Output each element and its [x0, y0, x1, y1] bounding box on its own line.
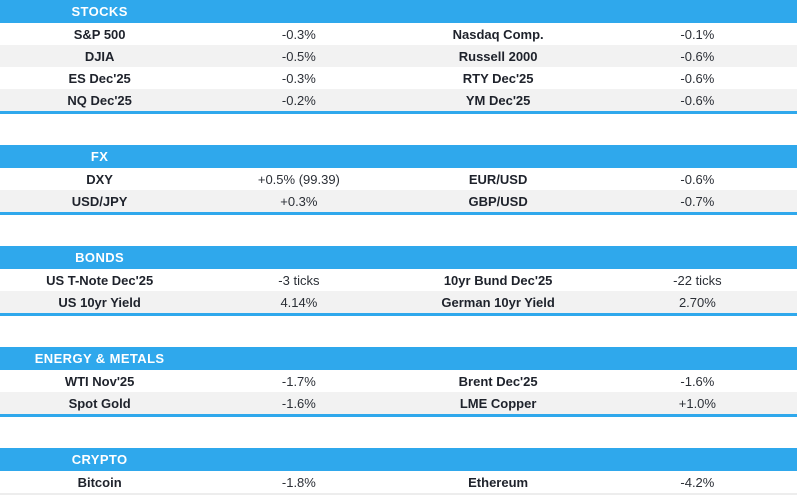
instrument-name: German 10yr Yield: [441, 294, 555, 310]
section-header-fx: FX: [0, 145, 797, 168]
market-row: Spot Gold -1.6% LME Copper +1.0%: [0, 392, 797, 414]
section-header-energy-metals: ENERGY & METALS: [0, 347, 797, 370]
instrument-change: -22 ticks: [673, 272, 722, 288]
instrument-change: -0.6%: [680, 171, 715, 187]
instrument-change: -0.6%: [680, 92, 715, 108]
market-row: S&P 500 -0.3% Nasdaq Comp. -0.1%: [0, 23, 797, 45]
section-energy-metals: ENERGY & METALS WTI Nov'25 -1.7% Brent Dec'…: [0, 347, 797, 417]
section-title: CRYPTO: [71, 452, 128, 467]
section-header-stocks: STOCKS: [0, 0, 797, 23]
section-title: ENERGY & METALS: [34, 351, 165, 366]
section-stocks: STOCKS S&P 500 -0.3% Nasdaq Comp. -0.1% DJIA -…: [0, 0, 797, 114]
instrument-change: +0.3%: [280, 193, 318, 209]
market-row: DJIA -0.5% Russell 2000 -0.6%: [0, 45, 797, 67]
instrument-name: GBP/USD: [468, 193, 528, 209]
instrument-name: Nasdaq Comp.: [452, 26, 544, 42]
instrument-change: -3 ticks: [278, 272, 320, 288]
clipped-next-row-strip: [0, 493, 797, 495]
instrument-change: -4.2%: [680, 474, 715, 490]
instrument-name: ES Dec'25: [68, 70, 131, 86]
instrument-name: DJIA: [84, 48, 115, 64]
instrument-change: -0.1%: [680, 26, 715, 42]
instrument-change: +0.5% (99.39): [257, 171, 340, 187]
section-fx: FX DXY +0.5% (99.39) EUR/USD -0.6% USD/JPY +0.…: [0, 145, 797, 215]
instrument-change: -1.6%: [281, 395, 316, 411]
instrument-change: -0.6%: [680, 70, 715, 86]
market-row: WTI Nov'25 -1.7% Brent Dec'25 -1.6%: [0, 370, 797, 392]
instrument-change: +1.0%: [678, 395, 716, 411]
section-crypto: CRYPTO Bitcoin -1.8% Ethereum -4.2%: [0, 448, 797, 493]
instrument-name: USD/JPY: [71, 193, 128, 209]
market-row: DXY +0.5% (99.39) EUR/USD -0.6%: [0, 168, 797, 190]
instrument-change: -0.3%: [281, 26, 316, 42]
market-row: USD/JPY +0.3% GBP/USD -0.7%: [0, 190, 797, 212]
instrument-change: -0.5%: [281, 48, 316, 64]
instrument-change: -0.6%: [680, 48, 715, 64]
section-title: FX: [90, 149, 109, 164]
instrument-name: US T-Note Dec'25: [46, 272, 154, 288]
instrument-name: Russell 2000: [458, 48, 538, 64]
instrument-change: -0.7%: [680, 193, 715, 209]
instrument-name: NQ Dec'25: [67, 92, 132, 108]
instrument-name: Bitcoin: [77, 474, 122, 490]
instrument-change: -1.7%: [281, 373, 316, 389]
section-header-bonds: BONDS: [0, 246, 797, 269]
instrument-change: 4.14%: [280, 294, 318, 310]
section-title: BONDS: [75, 250, 125, 265]
instrument-name: YM Dec'25: [465, 92, 531, 108]
market-row: US T-Note Dec'25 -3 ticks 10yr Bund Dec'25…: [0, 269, 797, 291]
section-header-crypto: CRYPTO: [0, 448, 797, 471]
instrument-change: -1.8%: [281, 474, 316, 490]
instrument-name: WTI Nov'25: [64, 373, 135, 389]
instrument-change: -1.6%: [680, 373, 715, 389]
instrument-change: 2.70%: [678, 294, 716, 310]
instrument-name: LME Copper: [459, 395, 537, 411]
instrument-change: -0.2%: [281, 92, 316, 108]
market-row: NQ Dec'25 -0.2% YM Dec'25 -0.6%: [0, 89, 797, 111]
market-row: US 10yr Yield 4.14% German 10yr Yield 2.70%: [0, 291, 797, 313]
instrument-name: US 10yr Yield: [58, 294, 141, 310]
instrument-name: Spot Gold: [68, 395, 131, 411]
section-bonds: BONDS US T-Note Dec'25 -3 ticks 10yr Bund D…: [0, 246, 797, 316]
instrument-name: 10yr Bund Dec'25: [443, 272, 553, 288]
market-row: Bitcoin -1.8% Ethereum -4.2%: [0, 471, 797, 493]
instrument-change: -0.3%: [281, 70, 316, 86]
instrument-name: Ethereum: [468, 474, 529, 490]
instrument-name: S&P 500: [73, 26, 126, 42]
instrument-name: EUR/USD: [468, 171, 528, 187]
market-row: ES Dec'25 -0.3% RTY Dec'25 -0.6%: [0, 67, 797, 89]
instrument-name: DXY: [86, 171, 113, 187]
instrument-name: Brent Dec'25: [458, 373, 538, 389]
section-title: STOCKS: [71, 4, 128, 19]
instrument-name: RTY Dec'25: [462, 70, 534, 86]
